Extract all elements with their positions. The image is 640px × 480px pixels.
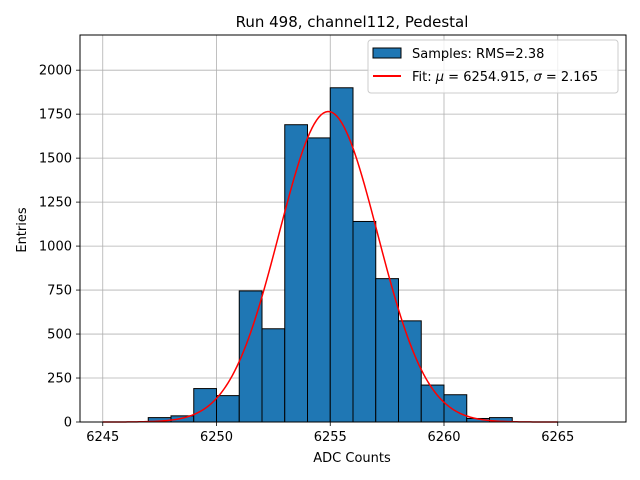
x-tick-label: 6265: [541, 430, 574, 445]
y-tick-label: 1500: [39, 152, 72, 167]
histogram-bar: [261, 328, 286, 423]
histogram-bar: [193, 388, 217, 423]
histogram-bars: [147, 87, 513, 423]
legend-label-fit: Fit: μ = 6254.915, σ = 2.165: [412, 70, 598, 85]
legend-swatch-samples: [372, 47, 402, 59]
y-tick-label: 2000: [39, 64, 72, 79]
y-tick-label: 500: [47, 328, 72, 343]
plot-frame: [79, 34, 627, 423]
x-tick-label: 6260: [427, 430, 460, 445]
histogram-bar: [420, 384, 445, 423]
y-tick-label: 1250: [39, 196, 72, 211]
y-tick-label: 0: [64, 416, 72, 431]
histogram-bar: [352, 220, 377, 423]
y-tick-label: 1000: [39, 240, 72, 255]
x-axis-label: ADC Counts: [313, 451, 391, 466]
y-axis-ticks: 0 250 500 750 1000 1250 1500 1750 2000: [39, 64, 80, 431]
chart-title: Run 498, channel112, Pedestal: [236, 13, 469, 31]
x-tick-label: 6250: [200, 430, 233, 445]
y-axis-label: Entries: [15, 207, 30, 253]
legend-box: [367, 39, 619, 94]
legend: Samples: RMS=2.38 Fit: μ = 6254.915, σ =…: [367, 39, 619, 94]
histogram-bar: [398, 320, 422, 423]
legend-label-samples: Samples: RMS=2.38: [412, 47, 544, 62]
y-tick-label: 1750: [39, 108, 72, 123]
histogram-bar: [307, 137, 331, 423]
fit-curve: [102, 110, 558, 423]
histogram-bar: [216, 395, 240, 423]
x-axis-ticks: 6245 6250 6255 6260 6265: [86, 422, 574, 445]
x-tick-label: 6245: [86, 430, 119, 445]
histogram-bar: [443, 394, 468, 423]
x-tick-label: 6255: [314, 430, 347, 445]
histogram-bar: [238, 290, 263, 423]
y-tick-label: 250: [47, 372, 72, 387]
y-tick-label: 750: [47, 284, 72, 299]
